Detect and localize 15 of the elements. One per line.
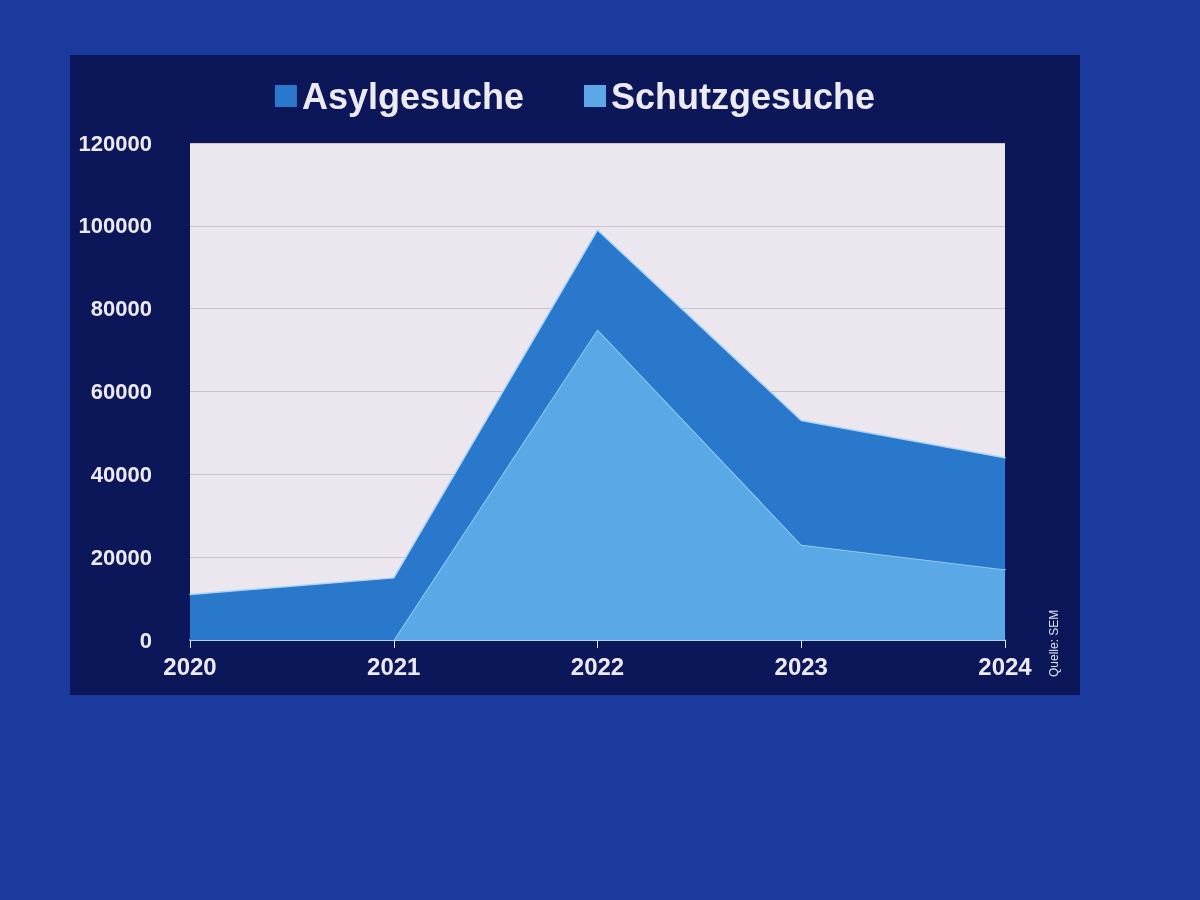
x-tick-label: 2022 — [570, 652, 625, 680]
source-note: Quelle: SEM — [1047, 609, 1061, 677]
x-tick-label: 2020 — [163, 652, 217, 680]
y-tick-label: 20000 — [90, 544, 152, 570]
y-tick-label: 100000 — [78, 213, 152, 239]
y-tick-label: 40000 — [90, 461, 152, 487]
x-tick-label: 2023 — [774, 652, 828, 680]
y-tick-label: 80000 — [90, 296, 152, 322]
x-tick-label: 2021 — [367, 652, 421, 680]
y-tick-label: 120000 — [78, 130, 152, 156]
x-tick-label: 2024 — [978, 652, 1033, 680]
legend-label: Schutzgesuche — [611, 75, 876, 117]
legend-label: Asylgesuche — [301, 75, 525, 117]
y-tick-label: 0 — [139, 627, 152, 653]
y-tick-label: 60000 — [90, 379, 152, 404]
